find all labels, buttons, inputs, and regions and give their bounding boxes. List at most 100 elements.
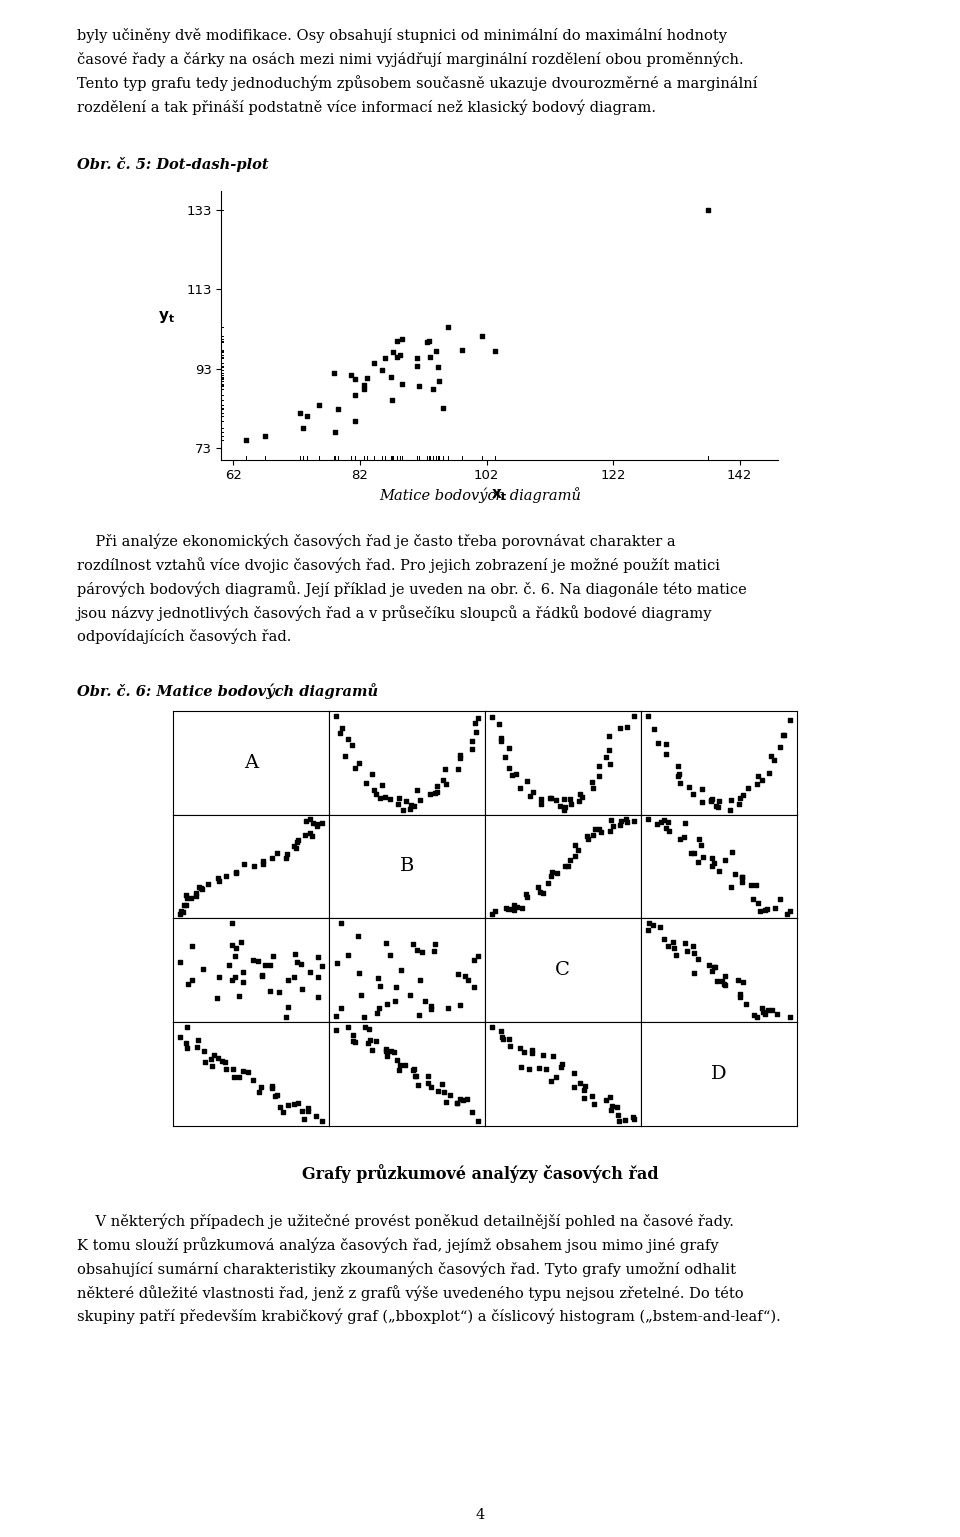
Point (759, 896, 775, 921)
Point (423, 998, 439, 1022)
Point (287, 942, 302, 967)
Point (420, 1064, 436, 1088)
Point (383, 1039, 398, 1064)
Point (262, 953, 277, 978)
Text: odpovídajících časových řad.: odpovídajících časových řad. (77, 629, 291, 644)
Point (452, 745, 468, 770)
Point (626, 808, 641, 833)
Point (300, 1099, 315, 1124)
Point (493, 729, 509, 753)
Point (278, 1005, 294, 1030)
Point (686, 841, 702, 865)
Point (640, 807, 656, 832)
Point (455, 1088, 470, 1113)
Point (271, 979, 286, 1004)
Point (290, 950, 305, 974)
Point (415, 941, 430, 965)
Point (443, 1084, 458, 1108)
Point (601, 724, 616, 749)
Point (665, 930, 681, 954)
Point (640, 918, 656, 942)
Text: párových bodových diagramů. Její příklad je uveden na obr. č. 6. Na diagonále té: párových bodových diagramů. Její příklad… (77, 581, 747, 596)
Point (252, 1081, 267, 1105)
Point (671, 755, 686, 779)
Point (782, 707, 798, 732)
Point (356, 373, 372, 398)
Point (690, 850, 706, 875)
Text: K tomu slouží průzkumová analýza časových řad, jejímž obsahem jsou mimo jiné gra: K tomu slouží průzkumová analýza časovýc… (77, 1237, 718, 1253)
Point (184, 933, 200, 958)
Point (557, 787, 572, 812)
Point (311, 392, 326, 417)
Point (598, 1088, 613, 1113)
Point (516, 1041, 532, 1065)
Point (757, 898, 773, 922)
Point (241, 1061, 256, 1085)
Point (224, 933, 239, 958)
Point (612, 716, 628, 741)
Point (379, 1044, 395, 1068)
Point (653, 810, 668, 835)
Point (441, 996, 456, 1021)
Point (428, 340, 444, 364)
Point (493, 1019, 509, 1044)
Point (194, 876, 209, 901)
Point (564, 792, 579, 816)
Text: C: C (556, 961, 570, 979)
Point (533, 787, 548, 812)
Point (728, 861, 743, 885)
Point (423, 1074, 439, 1099)
Point (310, 985, 325, 1010)
Point (660, 810, 675, 835)
Point (410, 938, 425, 962)
Point (183, 885, 199, 910)
Point (390, 1048, 405, 1073)
Point (286, 965, 301, 990)
Point (391, 792, 406, 816)
Point (735, 782, 751, 807)
Text: D: D (711, 1065, 727, 1084)
Point (658, 732, 673, 756)
Point (190, 1034, 205, 1059)
Point (367, 350, 382, 375)
Point (465, 736, 480, 761)
Point (398, 788, 414, 813)
Point (782, 899, 798, 924)
Point (357, 1005, 372, 1030)
Point (521, 1056, 537, 1081)
Point (357, 1014, 372, 1039)
Point (501, 736, 516, 761)
Point (602, 738, 617, 762)
X-axis label: $\mathbf{x}_\mathbf{t}$: $\mathbf{x}_\mathbf{t}$ (491, 487, 508, 503)
Point (780, 901, 795, 925)
Point (377, 346, 393, 370)
Point (329, 951, 345, 976)
Point (409, 778, 424, 802)
Point (734, 870, 750, 895)
Point (732, 982, 748, 1007)
Point (425, 377, 441, 401)
Point (746, 887, 761, 911)
Point (289, 830, 304, 855)
Point (563, 787, 578, 812)
Point (545, 1044, 561, 1068)
Point (701, 198, 716, 223)
Point (755, 996, 770, 1021)
Point (519, 768, 535, 793)
Text: některé důležité vlastnosti řad, jenž z grafů výše uvedeného typu nejsou zřeteln: některé důležité vlastnosti řad, jenž z … (77, 1285, 743, 1300)
Point (360, 366, 375, 390)
Point (344, 363, 359, 387)
Point (556, 798, 571, 822)
Text: rozdílnost vztahů více dvojic časových řad. Pro jejich zobrazení je možné použít: rozdílnost vztahů více dvojic časových ř… (77, 558, 720, 573)
Point (498, 896, 514, 921)
Point (347, 756, 362, 781)
Point (705, 855, 720, 879)
Point (350, 924, 366, 948)
Point (677, 810, 692, 835)
Point (384, 387, 399, 412)
Point (310, 964, 325, 988)
Point (548, 1065, 564, 1090)
Point (367, 778, 382, 802)
Point (436, 767, 451, 792)
Point (580, 824, 595, 848)
